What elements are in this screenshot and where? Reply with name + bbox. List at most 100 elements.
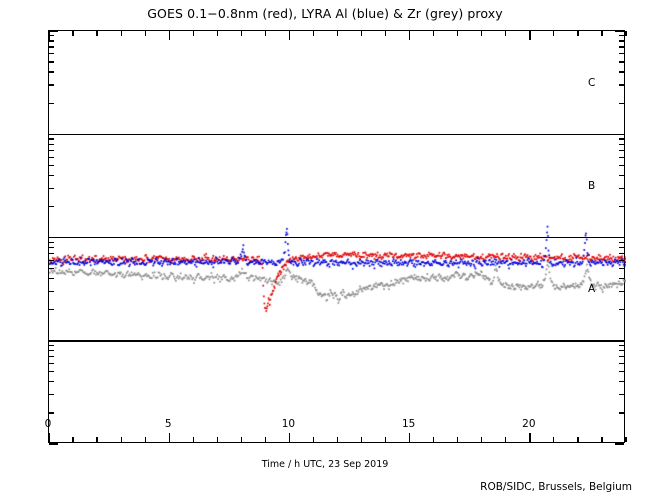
x-tick-minor: [433, 31, 435, 36]
y-tick-minor: [619, 156, 624, 158]
y-tick-minor: [49, 350, 54, 352]
x-tick-label: 10: [281, 418, 296, 430]
x-tick-minor: [457, 437, 459, 442]
y-tick-minor: [619, 40, 624, 42]
y-tick-minor: [619, 344, 624, 347]
y-tick-minor: [619, 412, 624, 414]
plot-frame: [48, 30, 627, 445]
y-tick-major: [615, 236, 624, 239]
y-tick-minor: [49, 53, 54, 55]
y-tick-minor: [619, 138, 624, 140]
y-tick-minor: [49, 84, 54, 86]
y-tick-major: [49, 443, 58, 445]
y-tick-minor: [619, 61, 624, 63]
x-tick-minor: [481, 437, 483, 442]
y-tick-minor: [49, 187, 54, 189]
x-tick-major: [529, 433, 531, 442]
y-tick-minor: [619, 241, 624, 243]
y-tick-minor: [49, 71, 54, 73]
x-tick-minor: [264, 31, 266, 36]
y-tick-minor: [49, 412, 54, 414]
y-tick-minor: [49, 394, 54, 396]
x-tick-major: [408, 31, 411, 40]
x-tick-minor: [336, 31, 339, 36]
y-tick-major: [615, 30, 624, 32]
y-tick-minor: [49, 241, 54, 243]
x-tick-minor: [384, 31, 387, 36]
x-tick-minor: [481, 31, 483, 36]
x-axis-label: Time / h UTC, 23 Sep 2019: [261, 459, 389, 470]
y-tick-minor: [619, 149, 624, 151]
x-tick-label: 5: [164, 418, 172, 430]
y-tick-minor: [619, 205, 624, 207]
x-tick-minor: [625, 31, 627, 36]
threshold-line-2: [49, 340, 624, 342]
y-tick-minor: [49, 309, 54, 311]
threshold-line-0: [49, 133, 624, 135]
x-tick-major: [408, 433, 411, 442]
x-tick-minor: [216, 31, 218, 36]
x-tick-label: 20: [522, 418, 536, 430]
y-tick-minor: [619, 371, 624, 373]
y-tick-minor: [619, 246, 624, 249]
y-tick-minor: [49, 174, 54, 176]
y-tick-minor: [49, 356, 54, 358]
y-tick-minor: [49, 259, 54, 261]
y-tick-minor: [619, 71, 624, 73]
y-tick-minor: [49, 164, 54, 166]
x-tick-minor: [360, 31, 363, 36]
y-tick-major: [49, 30, 58, 32]
flare-class-label-C: C: [588, 76, 596, 89]
x-tick-major: [48, 433, 50, 442]
x-tick-major: [48, 31, 50, 40]
y-tick-minor: [619, 259, 624, 261]
y-tick-minor: [49, 46, 54, 48]
x-tick-minor: [192, 437, 194, 442]
x-tick-major: [529, 31, 531, 40]
x-tick-minor: [240, 437, 242, 442]
x-tick-major: [288, 433, 291, 442]
x-tick-minor: [457, 31, 459, 36]
y-tick-minor: [49, 290, 54, 293]
x-tick-minor: [312, 31, 315, 36]
x-tick-minor: [312, 437, 315, 442]
y-tick-major: [615, 340, 624, 342]
y-tick-minor: [619, 309, 624, 311]
x-tick-minor: [72, 437, 74, 442]
x-tick-minor: [144, 31, 146, 36]
credit-text: ROB/SIDC, Brussels, Belgium: [480, 481, 632, 493]
y-tick-minor: [619, 187, 624, 189]
x-tick-minor: [625, 437, 627, 442]
x-tick-minor: [577, 437, 579, 442]
x-tick-minor: [216, 437, 218, 442]
x-tick-minor: [505, 437, 507, 442]
y-tick-minor: [49, 363, 54, 365]
y-tick-minor: [619, 277, 624, 280]
y-tick-minor: [49, 371, 54, 373]
x-tick-major: [168, 433, 170, 442]
chart-title: GOES 0.1−0.8nm (red), LYRA Al (blue) & Z…: [147, 6, 503, 21]
y-tick-minor: [619, 102, 624, 104]
y-tick-minor: [49, 277, 54, 280]
x-tick-minor: [601, 31, 603, 36]
y-tick-minor: [619, 363, 624, 365]
x-tick-minor: [433, 437, 435, 442]
y-tick-minor: [49, 267, 54, 270]
y-tick-minor: [619, 252, 624, 255]
y-tick-minor: [619, 381, 624, 383]
y-tick-minor: [49, 102, 54, 104]
x-tick-minor: [240, 31, 242, 36]
y-tick-major: [615, 133, 624, 135]
y-tick-major: [49, 340, 58, 342]
y-tick-minor: [619, 53, 624, 55]
y-tick-minor: [619, 164, 624, 166]
x-tick-minor: [601, 437, 603, 442]
flare-class-label-B: B: [588, 179, 596, 192]
y-tick-minor: [49, 61, 54, 63]
threshold-line-1: [49, 236, 624, 239]
y-tick-minor: [619, 35, 624, 37]
x-tick-minor: [384, 437, 387, 442]
x-tick-major: [168, 31, 170, 40]
y-tick-minor: [619, 356, 624, 358]
